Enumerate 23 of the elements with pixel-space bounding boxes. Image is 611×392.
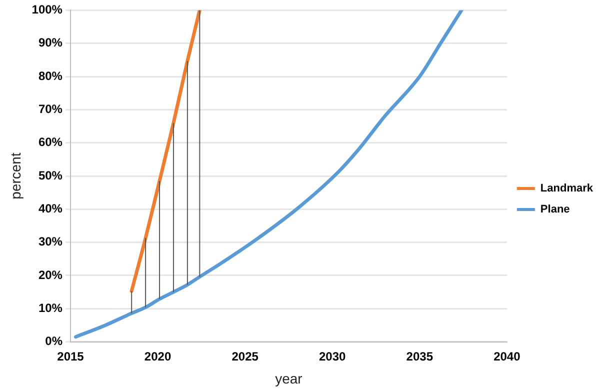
- y-tick-label: 60%: [38, 135, 63, 150]
- legend-label: Plane: [540, 204, 570, 216]
- x-tick-label: 2040: [494, 349, 521, 364]
- legend-label: Landmark: [540, 182, 594, 195]
- y-tick-label: 50%: [38, 168, 63, 182]
- y-tick-label: 70%: [38, 102, 63, 116]
- x-tick-label: 2020: [144, 349, 172, 364]
- y-tick-label: 80%: [38, 68, 63, 83]
- x-tick-label: 2015: [57, 349, 84, 364]
- x-axis-title: year: [275, 370, 303, 386]
- y-tick-label: 10%: [38, 300, 63, 315]
- y-tick-label: 0%: [45, 334, 63, 348]
- x-tick-label: 2035: [406, 349, 434, 364]
- x-tick-label: 2030: [319, 349, 346, 364]
- y-tick-label: 20%: [38, 268, 63, 282]
- y-tick-label: 90%: [38, 36, 63, 50]
- line-series: [130, 10, 202, 293]
- x-tick-label: 2025: [232, 349, 259, 364]
- y-tick-label: 100%: [32, 2, 63, 17]
- y-tick-label: 30%: [38, 234, 63, 249]
- line-series: [74, 10, 464, 339]
- y-axis-title: percent: [7, 152, 24, 200]
- y-tick-label: 40%: [38, 201, 63, 216]
